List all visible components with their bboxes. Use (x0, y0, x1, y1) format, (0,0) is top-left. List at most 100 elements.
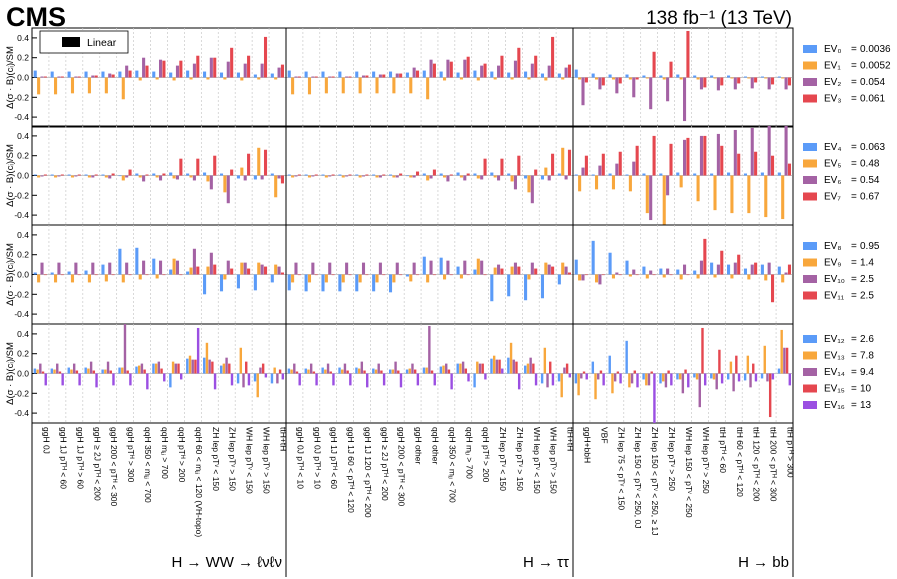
bar (426, 77, 430, 100)
bar (175, 260, 180, 275)
bar (126, 370, 129, 374)
x-category-label: VBF (599, 427, 609, 444)
bar (737, 153, 741, 176)
bar (297, 174, 301, 176)
bar (307, 369, 310, 374)
bar (551, 373, 555, 386)
bar (169, 269, 173, 275)
bar (135, 366, 138, 374)
legend-eigenvalue: 2.5 (860, 291, 874, 302)
bar (297, 76, 301, 78)
bar (693, 173, 697, 176)
bar (490, 71, 494, 78)
bar (712, 373, 716, 380)
bar (399, 274, 403, 276)
bar (716, 77, 720, 91)
bar (595, 274, 599, 283)
bar (439, 366, 443, 374)
bar (223, 274, 227, 280)
bar (619, 373, 622, 384)
legend-swatch (803, 78, 817, 86)
bar (84, 71, 88, 78)
bar (754, 262, 758, 275)
bar (767, 77, 771, 90)
bar (324, 175, 328, 178)
bar (413, 369, 417, 374)
bar (463, 59, 467, 78)
bar (203, 172, 207, 176)
bar (175, 65, 180, 78)
bar (77, 274, 81, 276)
bar (415, 274, 420, 276)
legend-eigenvalue-eq: = (851, 77, 857, 88)
legend-swatch (803, 94, 817, 103)
bar (205, 342, 209, 374)
bar (678, 373, 682, 380)
bar (372, 71, 376, 78)
legend-swatch (803, 335, 817, 343)
bar (345, 76, 349, 78)
bar (615, 272, 619, 275)
bar (683, 264, 687, 275)
y-axis-label: Δ(σ · B)(cᵢ)/SM (5, 46, 16, 109)
bar (366, 373, 369, 388)
legend-eigenvalue: 13 (860, 400, 872, 411)
bar (155, 274, 159, 279)
bar (179, 373, 183, 380)
bar (43, 76, 47, 78)
bar (771, 274, 775, 303)
bar (727, 373, 730, 380)
bar (172, 77, 176, 81)
bar (730, 175, 734, 214)
bar (611, 274, 616, 279)
bar (670, 373, 673, 386)
bar (338, 174, 342, 176)
bar (276, 373, 279, 384)
bar (312, 371, 316, 374)
legend-swatch (803, 351, 817, 360)
bar (219, 72, 224, 78)
bar (544, 77, 548, 81)
bar (616, 371, 620, 374)
bar (659, 173, 663, 176)
bar (287, 174, 291, 176)
bar (104, 175, 108, 178)
bar (771, 373, 775, 380)
bar (78, 373, 81, 386)
bar (179, 274, 183, 276)
bar (530, 262, 534, 275)
bar (135, 173, 139, 176)
bar (439, 71, 443, 78)
bar (186, 173, 190, 176)
experiment-label: CMS (6, 2, 66, 32)
bar (138, 365, 141, 374)
bar (698, 373, 701, 408)
bar (507, 274, 511, 297)
y-tick-label: 0.0 (17, 171, 29, 181)
bar (490, 358, 493, 374)
bar (67, 174, 71, 176)
y-tick-label: 0.4 (17, 230, 29, 240)
inset-legend-label: Linear (87, 37, 117, 49)
bar (716, 264, 720, 275)
bar (392, 175, 396, 178)
bar (578, 175, 582, 192)
bar (307, 175, 312, 178)
bar (582, 371, 586, 374)
bar (749, 373, 752, 388)
bar (331, 76, 335, 78)
bar (478, 363, 482, 374)
bar (422, 256, 426, 275)
legend-swatch (803, 291, 817, 300)
bar (652, 51, 656, 78)
bar (618, 151, 622, 176)
bar (277, 67, 281, 78)
y-tick-label: -0.4 (14, 112, 29, 122)
bar (67, 271, 71, 275)
legend-eigenvalue-eq: = (851, 334, 857, 345)
bar (74, 262, 78, 275)
y-tick-label: -0.2 (14, 92, 29, 102)
bar (70, 175, 75, 178)
bar (780, 329, 783, 374)
x-category-label: ttH pTᴴ > 300 (786, 427, 796, 478)
